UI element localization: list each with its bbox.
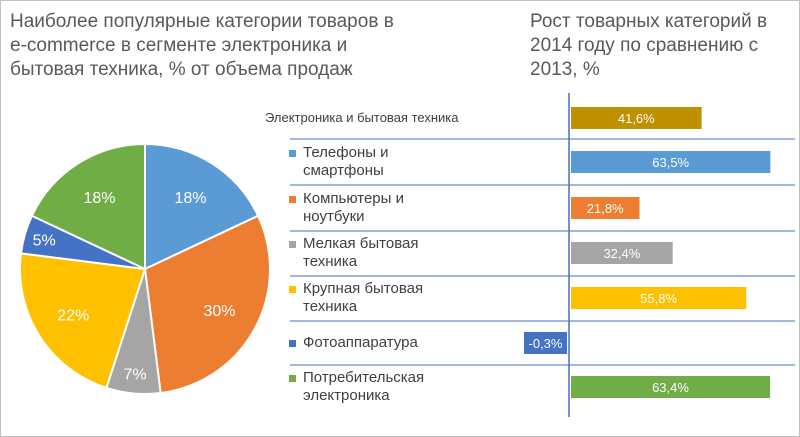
bar-category-label-line: Крупная бытовая — [303, 280, 424, 297]
pie-title-line: Наиболее популярные категории товаров в — [10, 11, 394, 32]
bar-category-label-line: электроника — [303, 387, 390, 404]
bar-category-label-line: Мелкая бытовая — [303, 235, 419, 252]
bar-category-label-line: техника — [303, 298, 358, 315]
pie-slice-label-5: 18% — [83, 190, 115, 207]
bar-category-label-line: Потребительская — [303, 369, 425, 386]
bar-category-label-1: Телефоны и смартфоны — [303, 144, 533, 180]
bar-value-label-5: -0,3% — [529, 336, 563, 351]
bar-title-line: Рост товарных категорий в — [530, 11, 768, 32]
bar-category-label-3: Мелкая бытовая техника — [303, 235, 533, 271]
bar-value-label-1: 63,5% — [652, 155, 689, 170]
pie-slice-label-3: 22% — [57, 308, 89, 325]
bar-category-label-line: Электроника и бытовая техника — [265, 110, 459, 125]
pie-chart-title: Наиболее популярные категории товаров в … — [10, 10, 430, 82]
bar-title-line: 2013, % — [530, 59, 600, 80]
bar-category-label-line: Фотоаппаратура — [303, 334, 418, 351]
bar-category-label-line: ноутбуки — [303, 208, 365, 225]
bar-category-label-line: Компьютеры и — [303, 190, 404, 207]
bar-category-label-4: Крупная бытовая техника — [303, 280, 533, 316]
bar-value-label-3: 32,4% — [603, 246, 640, 261]
bar-value-label-4: 55,8% — [640, 291, 677, 306]
pie-slice-label-2: 7% — [124, 367, 147, 384]
bar-3 — [571, 242, 673, 264]
bar-value-label-0: 41,6% — [618, 111, 655, 126]
bar-1 — [571, 151, 771, 173]
pie-title-line: e-commerce в сегменте электроника и — [10, 35, 348, 56]
bar-chart-title: Рост товарных категорий в 2014 году по с… — [530, 10, 795, 82]
pie-title-line: бытовая техника, % от объема продаж — [10, 59, 353, 80]
legend-marker-1 — [289, 150, 296, 157]
bar-category-label-6: Потребительская электроника — [303, 369, 533, 405]
bar-title-line: 2014 году по сравнению с — [530, 35, 759, 56]
pie-slice-label-1: 30% — [203, 303, 235, 320]
legend-marker-5 — [289, 340, 296, 347]
pie-slice-3 — [19, 252, 147, 390]
bar-6 — [571, 376, 771, 398]
pie-slice-1 — [143, 214, 271, 395]
bar-category-label-0: Электроника и бытовая техника — [265, 109, 525, 127]
bar-5 — [524, 332, 567, 354]
pie-slice-5 — [30, 142, 146, 271]
pie-slice-label-0: 18% — [174, 190, 206, 207]
bar-category-label-line: смартфоны — [303, 162, 384, 179]
pie-slice-label-4: 5% — [33, 233, 56, 250]
bar-value-label-6: 63,4% — [652, 380, 689, 395]
legend-marker-6 — [289, 375, 296, 382]
bar-category-label-2: Компьютеры и ноутбуки — [303, 190, 533, 226]
bar-0 — [571, 107, 702, 129]
bar-category-label-line: Телефоны и — [303, 144, 389, 161]
bar-value-label-2: 21,8% — [587, 201, 624, 216]
bar-2 — [571, 197, 640, 219]
bar-category-label-5: Фотоаппаратура — [303, 334, 533, 352]
pie-slice-0 — [144, 142, 260, 271]
legend-marker-4 — [289, 286, 296, 293]
bar-4 — [571, 287, 747, 309]
bar-category-label-line: техника — [303, 253, 358, 270]
legend-marker-3 — [289, 241, 296, 248]
legend-marker-2 — [289, 196, 296, 203]
